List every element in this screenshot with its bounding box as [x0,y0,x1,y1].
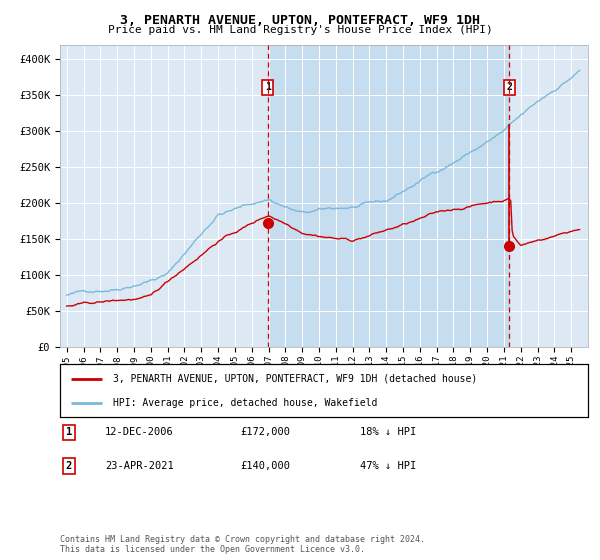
Text: Contains HM Land Registry data © Crown copyright and database right 2024.
This d: Contains HM Land Registry data © Crown c… [60,535,425,554]
Bar [268,45,509,347]
Text: 2: 2 [506,82,512,92]
Text: 23-APR-2021: 23-APR-2021 [105,461,174,471]
Text: 18% ↓ HPI: 18% ↓ HPI [360,427,416,437]
Text: 3, PENARTH AVENUE, UPTON, PONTEFRACT, WF9 1DH: 3, PENARTH AVENUE, UPTON, PONTEFRACT, WF… [120,14,480,27]
Text: HPI: Average price, detached house, Wakefield: HPI: Average price, detached house, Wake… [113,398,377,408]
Text: £140,000: £140,000 [240,461,290,471]
Text: 1: 1 [265,82,271,92]
Text: 3, PENARTH AVENUE, UPTON, PONTEFRACT, WF9 1DH (detached house): 3, PENARTH AVENUE, UPTON, PONTEFRACT, WF… [113,374,477,384]
Text: Price paid vs. HM Land Registry's House Price Index (HPI): Price paid vs. HM Land Registry's House … [107,25,493,35]
Text: 12-DEC-2006: 12-DEC-2006 [105,427,174,437]
Text: 1: 1 [66,427,72,437]
Text: £172,000: £172,000 [240,427,290,437]
Text: 47% ↓ HPI: 47% ↓ HPI [360,461,416,471]
Text: 2: 2 [66,461,72,471]
